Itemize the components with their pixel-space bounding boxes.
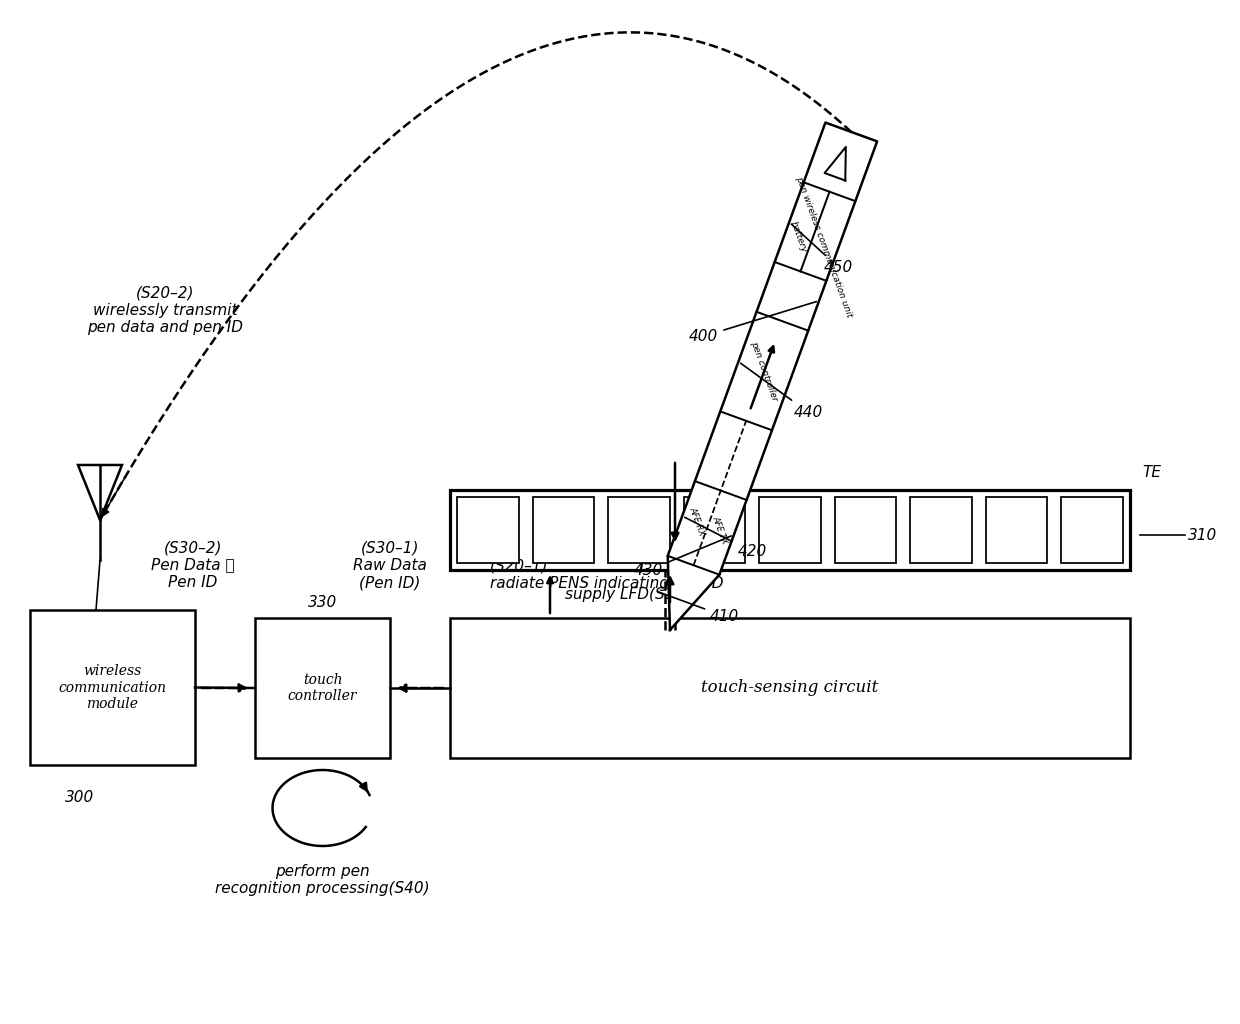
- Text: (S30–1)
Raw Data
(Pen ID): (S30–1) Raw Data (Pen ID): [353, 541, 427, 590]
- Bar: [458, 497, 518, 563]
- Bar: [986, 497, 1048, 563]
- Bar: [608, 497, 670, 563]
- Text: (S20–2)
wirelessly transmit
pen data and pen ID: (S20–2) wirelessly transmit pen data and…: [87, 285, 243, 335]
- Bar: [835, 497, 897, 563]
- Polygon shape: [667, 123, 877, 630]
- Text: perform pen
recognition processing(S40): perform pen recognition processing(S40): [216, 864, 430, 896]
- Text: 410: 410: [657, 592, 739, 624]
- Text: pen controller: pen controller: [749, 340, 779, 402]
- Bar: [759, 497, 821, 563]
- Bar: [532, 497, 594, 563]
- Text: 440: 440: [740, 364, 822, 420]
- Text: (S20–1)
radiate PENS indicating pen ID: (S20–1) radiate PENS indicating pen ID: [490, 559, 723, 591]
- Bar: [683, 497, 745, 563]
- Text: 400: 400: [689, 301, 816, 344]
- Text: 330: 330: [308, 595, 337, 610]
- Bar: [30, 610, 195, 765]
- Bar: [910, 497, 972, 563]
- Text: pen wireless communication unit: pen wireless communication unit: [795, 174, 854, 318]
- Bar: [450, 490, 1130, 570]
- Bar: [255, 618, 391, 758]
- Text: AFE RX: AFE RX: [687, 506, 706, 537]
- Text: touch-sensing circuit: touch-sensing circuit: [702, 680, 879, 696]
- Text: TE: TE: [1142, 465, 1161, 480]
- Text: touch
controller: touch controller: [288, 673, 357, 703]
- Text: 420: 420: [684, 517, 766, 559]
- Polygon shape: [825, 146, 846, 180]
- Text: 300: 300: [64, 790, 94, 805]
- Text: 450: 450: [791, 224, 853, 275]
- Text: 430: 430: [634, 536, 732, 578]
- Text: battery: battery: [789, 220, 808, 254]
- Text: supply LFD(S10): supply LFD(S10): [565, 587, 691, 601]
- Text: wireless
communication
module: wireless communication module: [58, 665, 166, 711]
- Text: AFE TX: AFE TX: [711, 514, 729, 545]
- Bar: [1061, 497, 1123, 563]
- Text: (S30–2)
Pen Data 및
Pen ID: (S30–2) Pen Data 및 Pen ID: [151, 541, 234, 590]
- Bar: [450, 618, 1130, 758]
- Text: 310: 310: [1188, 527, 1218, 543]
